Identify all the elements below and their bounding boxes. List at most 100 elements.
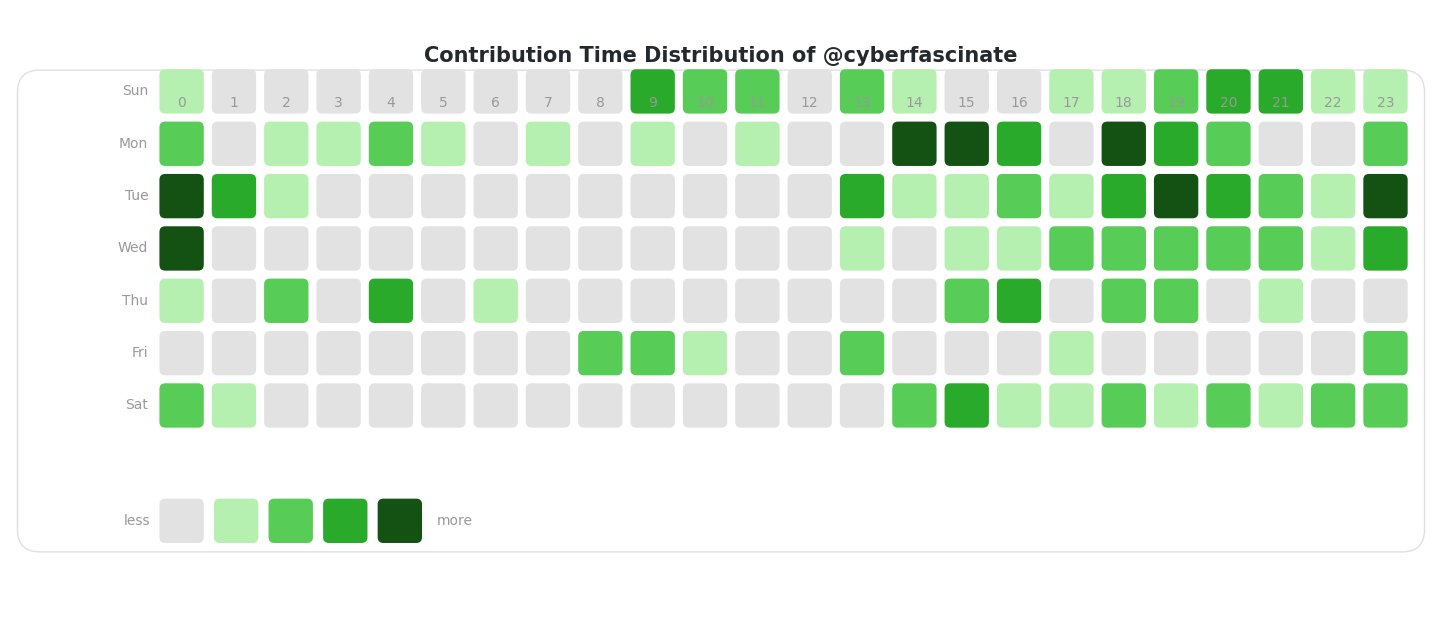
FancyBboxPatch shape bbox=[1207, 383, 1250, 428]
Text: 16: 16 bbox=[1011, 96, 1028, 110]
Text: 17: 17 bbox=[1063, 96, 1080, 110]
FancyBboxPatch shape bbox=[630, 383, 675, 428]
FancyBboxPatch shape bbox=[160, 174, 203, 218]
FancyBboxPatch shape bbox=[1311, 226, 1355, 271]
FancyBboxPatch shape bbox=[839, 121, 884, 166]
Text: 2: 2 bbox=[283, 96, 291, 110]
FancyBboxPatch shape bbox=[893, 174, 937, 218]
FancyBboxPatch shape bbox=[578, 226, 623, 271]
Text: 15: 15 bbox=[957, 96, 976, 110]
FancyBboxPatch shape bbox=[1154, 331, 1198, 375]
FancyBboxPatch shape bbox=[1207, 226, 1250, 271]
FancyBboxPatch shape bbox=[316, 121, 360, 166]
FancyBboxPatch shape bbox=[735, 69, 780, 114]
Text: Mon: Mon bbox=[120, 137, 149, 151]
FancyBboxPatch shape bbox=[839, 226, 884, 271]
FancyBboxPatch shape bbox=[578, 331, 623, 375]
Text: 11: 11 bbox=[748, 96, 766, 110]
FancyBboxPatch shape bbox=[735, 226, 780, 271]
Text: 12: 12 bbox=[800, 96, 819, 110]
FancyBboxPatch shape bbox=[1102, 121, 1146, 166]
FancyBboxPatch shape bbox=[1154, 121, 1198, 166]
FancyBboxPatch shape bbox=[1363, 121, 1407, 166]
Text: Fri: Fri bbox=[131, 346, 149, 360]
FancyBboxPatch shape bbox=[316, 174, 360, 218]
FancyBboxPatch shape bbox=[684, 121, 727, 166]
FancyBboxPatch shape bbox=[369, 279, 414, 323]
FancyBboxPatch shape bbox=[316, 226, 360, 271]
Text: 9: 9 bbox=[649, 96, 658, 110]
FancyBboxPatch shape bbox=[160, 121, 203, 166]
FancyBboxPatch shape bbox=[787, 69, 832, 114]
FancyBboxPatch shape bbox=[1259, 383, 1304, 428]
FancyBboxPatch shape bbox=[996, 121, 1041, 166]
FancyBboxPatch shape bbox=[378, 499, 423, 543]
FancyBboxPatch shape bbox=[839, 331, 884, 375]
FancyBboxPatch shape bbox=[473, 383, 518, 428]
FancyBboxPatch shape bbox=[996, 69, 1041, 114]
FancyBboxPatch shape bbox=[893, 226, 937, 271]
FancyBboxPatch shape bbox=[996, 279, 1041, 323]
FancyBboxPatch shape bbox=[1363, 383, 1407, 428]
FancyBboxPatch shape bbox=[473, 279, 518, 323]
FancyBboxPatch shape bbox=[369, 331, 414, 375]
FancyBboxPatch shape bbox=[1207, 279, 1250, 323]
FancyBboxPatch shape bbox=[212, 69, 257, 114]
Text: 22: 22 bbox=[1324, 96, 1343, 110]
FancyBboxPatch shape bbox=[1259, 226, 1304, 271]
FancyBboxPatch shape bbox=[839, 174, 884, 218]
FancyBboxPatch shape bbox=[1259, 331, 1304, 375]
Text: 21: 21 bbox=[1272, 96, 1289, 110]
FancyBboxPatch shape bbox=[526, 121, 570, 166]
FancyBboxPatch shape bbox=[787, 383, 832, 428]
FancyBboxPatch shape bbox=[1050, 226, 1093, 271]
Text: 3: 3 bbox=[335, 96, 343, 110]
FancyBboxPatch shape bbox=[1363, 69, 1407, 114]
Text: Sat: Sat bbox=[125, 399, 149, 412]
FancyBboxPatch shape bbox=[1102, 331, 1146, 375]
FancyBboxPatch shape bbox=[1050, 279, 1093, 323]
FancyBboxPatch shape bbox=[1102, 174, 1146, 218]
FancyBboxPatch shape bbox=[421, 331, 466, 375]
FancyBboxPatch shape bbox=[369, 121, 414, 166]
FancyBboxPatch shape bbox=[996, 331, 1041, 375]
FancyBboxPatch shape bbox=[787, 226, 832, 271]
FancyBboxPatch shape bbox=[735, 174, 780, 218]
Text: 6: 6 bbox=[492, 96, 500, 110]
FancyBboxPatch shape bbox=[1050, 121, 1093, 166]
FancyBboxPatch shape bbox=[421, 226, 466, 271]
Text: 7: 7 bbox=[544, 96, 552, 110]
FancyBboxPatch shape bbox=[264, 121, 309, 166]
Text: 1: 1 bbox=[229, 96, 238, 110]
FancyBboxPatch shape bbox=[684, 383, 727, 428]
FancyBboxPatch shape bbox=[945, 383, 989, 428]
FancyBboxPatch shape bbox=[1311, 121, 1355, 166]
Text: 4: 4 bbox=[386, 96, 395, 110]
FancyBboxPatch shape bbox=[1102, 226, 1146, 271]
FancyBboxPatch shape bbox=[630, 279, 675, 323]
FancyBboxPatch shape bbox=[160, 383, 203, 428]
FancyBboxPatch shape bbox=[1311, 331, 1355, 375]
FancyBboxPatch shape bbox=[212, 331, 257, 375]
Text: 8: 8 bbox=[596, 96, 604, 110]
FancyBboxPatch shape bbox=[945, 69, 989, 114]
FancyBboxPatch shape bbox=[839, 69, 884, 114]
FancyBboxPatch shape bbox=[1050, 331, 1093, 375]
FancyBboxPatch shape bbox=[684, 174, 727, 218]
FancyBboxPatch shape bbox=[1363, 279, 1407, 323]
FancyBboxPatch shape bbox=[421, 69, 466, 114]
FancyBboxPatch shape bbox=[578, 383, 623, 428]
FancyBboxPatch shape bbox=[264, 226, 309, 271]
FancyBboxPatch shape bbox=[212, 226, 257, 271]
FancyBboxPatch shape bbox=[17, 70, 1425, 552]
FancyBboxPatch shape bbox=[473, 331, 518, 375]
FancyBboxPatch shape bbox=[630, 174, 675, 218]
FancyBboxPatch shape bbox=[316, 383, 360, 428]
FancyBboxPatch shape bbox=[1207, 121, 1250, 166]
FancyBboxPatch shape bbox=[526, 383, 570, 428]
FancyBboxPatch shape bbox=[787, 174, 832, 218]
FancyBboxPatch shape bbox=[473, 69, 518, 114]
Text: more: more bbox=[437, 514, 473, 528]
FancyBboxPatch shape bbox=[735, 279, 780, 323]
Text: 14: 14 bbox=[906, 96, 923, 110]
